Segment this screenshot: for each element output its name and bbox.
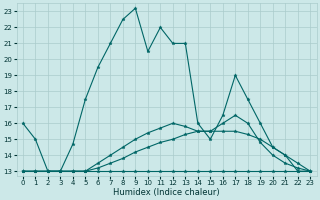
X-axis label: Humidex (Indice chaleur): Humidex (Indice chaleur) (113, 188, 220, 197)
